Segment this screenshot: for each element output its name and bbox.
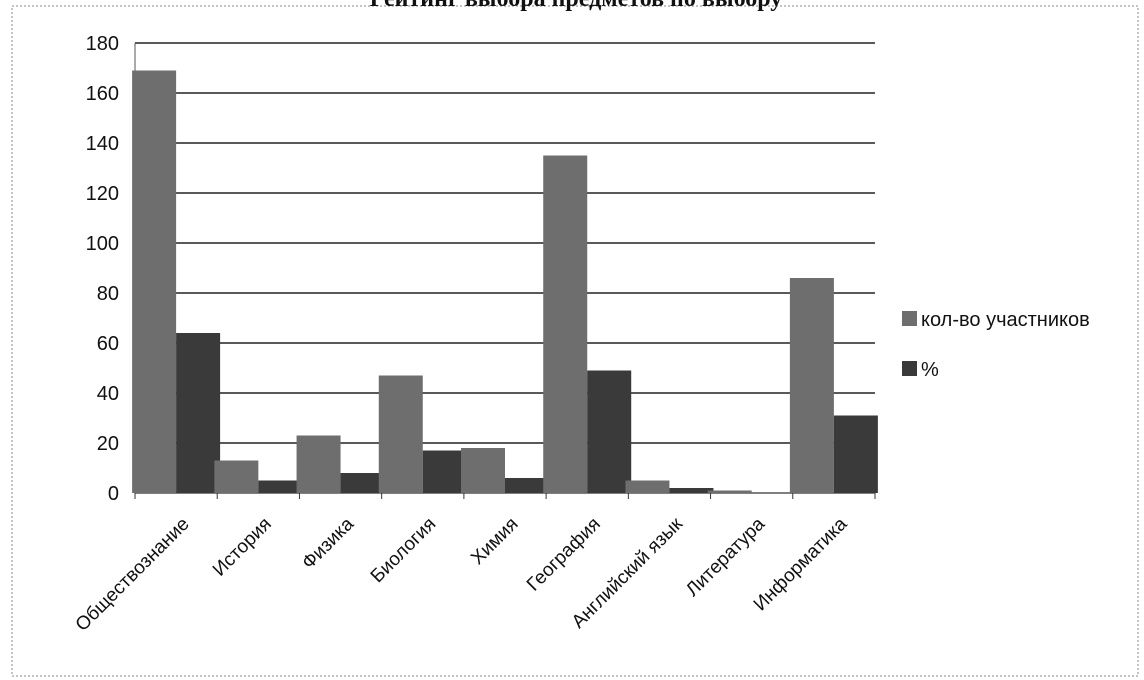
gridlines <box>135 42 875 444</box>
y-tick-label: 120 <box>86 183 119 205</box>
y-tick-label: 20 <box>97 433 119 455</box>
bar <box>176 333 221 493</box>
bars <box>132 70 878 493</box>
bar <box>132 70 177 493</box>
legend-swatch <box>902 311 917 326</box>
axes <box>134 43 876 499</box>
y-tick-label: 0 <box>108 483 119 505</box>
category-label: Обществознание <box>72 514 194 636</box>
bar <box>258 480 303 493</box>
bar <box>587 370 632 493</box>
bar <box>789 278 834 493</box>
bar <box>625 480 670 493</box>
y-tick-label: 180 <box>86 33 119 55</box>
y-tick-label: 160 <box>86 83 119 105</box>
legend-label: % <box>921 359 939 381</box>
bar <box>340 473 385 493</box>
bar <box>378 375 423 493</box>
legend: кол-во участников% <box>902 309 1090 381</box>
y-tick-label: 80 <box>97 283 119 305</box>
bar <box>543 155 588 493</box>
bar <box>422 450 467 493</box>
chart-title: Рейтинг выбора предметов по выбору <box>370 0 783 12</box>
legend-label: кол-во участников <box>921 309 1090 331</box>
category-label: Литература <box>682 513 769 600</box>
bar <box>505 478 549 493</box>
category-label: Биология <box>367 514 440 587</box>
bar <box>707 490 752 493</box>
y-tick-label: 100 <box>86 233 119 255</box>
y-tick-labels: 0 20 40 60 80 100 120 140 160 180 <box>86 33 119 505</box>
bar <box>214 460 259 493</box>
chart-area-border <box>11 5 1139 677</box>
bar <box>669 488 714 493</box>
bar <box>296 435 341 493</box>
legend-swatch <box>902 361 917 376</box>
category-label: География <box>523 514 605 596</box>
bar <box>461 448 505 493</box>
category-label: Химия <box>467 514 522 569</box>
category-label: Физика <box>298 513 358 573</box>
y-tick-label: 40 <box>97 383 119 405</box>
y-tick-label: 60 <box>97 333 119 355</box>
y-tick-label: 140 <box>86 133 119 155</box>
category-label: История <box>209 514 276 581</box>
bar <box>833 415 878 493</box>
category-labels: Обществознание История Физика Биология Химия… <box>72 513 852 635</box>
